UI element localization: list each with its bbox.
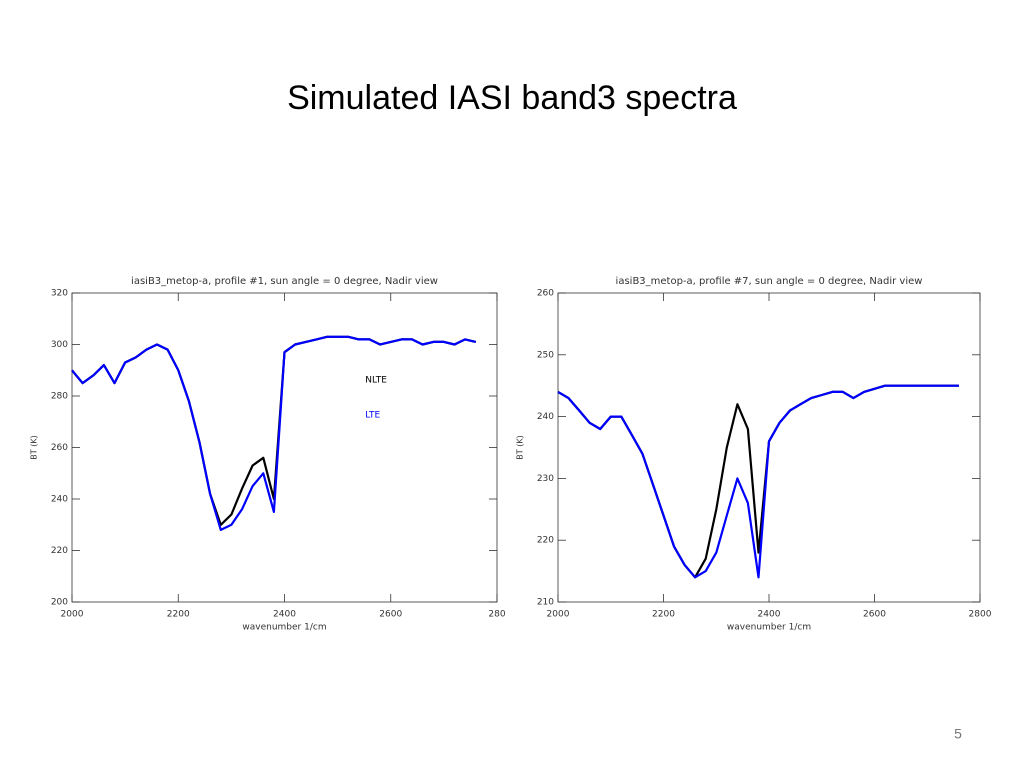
- x-axis-label: wavenumber 1/cm: [242, 623, 326, 633]
- y-axis-label: BT (K): [30, 435, 39, 459]
- y-tick-label: 300: [51, 340, 68, 350]
- slide-title: Simulated IASI band3 spectra: [287, 79, 737, 117]
- x-tick-label: 2400: [273, 610, 296, 620]
- legend-entry: LTE: [365, 411, 380, 421]
- y-tick-label: 320: [51, 289, 68, 299]
- plot-frame: [71, 292, 498, 603]
- y-axis-label: BT (K): [516, 435, 525, 459]
- x-tick-label: 2600: [379, 610, 402, 620]
- y-tick-label: 220: [51, 546, 68, 556]
- legend-entry: NLTE: [365, 376, 387, 386]
- plot-frame: [557, 292, 981, 603]
- y-tick-label: 200: [51, 598, 68, 608]
- data-line: [557, 384, 959, 579]
- y-tick-label: 280: [51, 392, 68, 402]
- y-tick-label: 240: [51, 495, 68, 505]
- x-tick-label: 2000: [61, 610, 84, 620]
- x-tick-label: 2400: [758, 610, 781, 620]
- y-tick-label: 220: [537, 536, 554, 546]
- y-tick-label: 260: [51, 443, 68, 453]
- y-tick-label: 250: [537, 350, 554, 360]
- y-tick-label: 240: [537, 412, 554, 422]
- y-tick-label: 210: [537, 598, 554, 608]
- chart-title: iasiB3_metop-a, profile #7, sun angle = …: [616, 276, 923, 287]
- y-tick-label: 230: [537, 474, 554, 484]
- x-tick-label: 2200: [652, 610, 675, 620]
- x-tick-label: 2200: [167, 610, 190, 620]
- page-number: 5: [954, 726, 962, 742]
- data-line: [71, 335, 477, 531]
- x-axis-label: wavenumber 1/cm: [727, 623, 811, 633]
- chart-title: iasiB3_metop-a, profile #1, sun angle = …: [131, 276, 438, 287]
- x-tick-label: 2600: [863, 610, 886, 620]
- x-tick-label: 2000: [547, 610, 570, 620]
- y-tick-label: 260: [537, 289, 554, 299]
- x-tick-label: 280: [488, 610, 505, 620]
- x-tick-label: 2800: [969, 610, 992, 620]
